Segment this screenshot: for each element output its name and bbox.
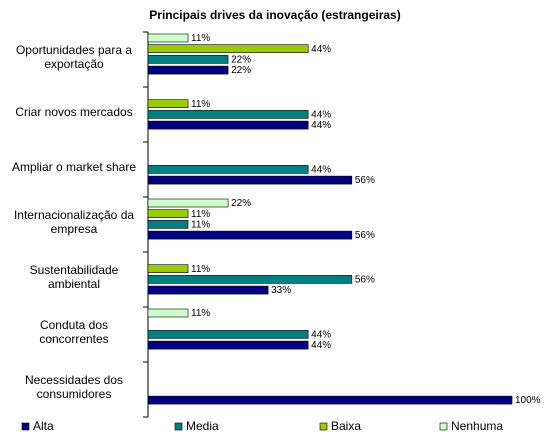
data-label: 56%: [355, 230, 375, 241]
category-label: Ampliar o market share: [11, 159, 137, 174]
bar: [147, 285, 269, 295]
bar: [147, 230, 353, 240]
data-label: 56%: [355, 175, 375, 186]
legend-label: Nenhuma: [451, 419, 503, 433]
bar: [147, 395, 513, 405]
data-label: 44%: [311, 340, 331, 351]
legend-swatch: [174, 422, 183, 431]
bar: [147, 99, 189, 108]
category-label: Oportunidades para a exportação: [15, 42, 133, 71]
data-label: 22%: [231, 65, 251, 76]
bar: [147, 33, 189, 43]
bar: [147, 198, 229, 208]
bar: [147, 264, 189, 274]
data-label: 44%: [311, 165, 331, 176]
category-label: Criar novos mercados: [15, 104, 133, 119]
legend-label: Media: [186, 419, 219, 433]
data-label: 11%: [191, 209, 210, 220]
legend-swatch: [439, 422, 448, 431]
data-label: 100%: [515, 395, 541, 406]
bar: [147, 220, 189, 229]
data-label: 44%: [311, 330, 331, 341]
bar: [147, 44, 309, 54]
bar: [147, 165, 309, 174]
bar: [147, 55, 229, 64]
data-label: 33%: [271, 285, 291, 296]
category-label: Sustentabilidade ambiental: [29, 262, 119, 291]
data-label: 11%: [191, 264, 210, 275]
category-label: Internacionalização da empresa: [13, 207, 135, 236]
data-label: 11%: [191, 99, 210, 110]
data-label: 22%: [231, 198, 251, 209]
data-label: 22%: [231, 55, 251, 66]
bar: [147, 65, 229, 75]
bar: [147, 340, 309, 350]
legend-swatch: [21, 422, 30, 431]
data-label: 11%: [191, 33, 210, 44]
legend-label: Baixa: [331, 419, 361, 433]
bar: [147, 175, 353, 185]
data-label: 44%: [311, 120, 331, 131]
bar: [147, 120, 309, 130]
bar: [147, 308, 189, 318]
bar: [147, 209, 189, 218]
data-label: 11%: [191, 308, 210, 319]
chart-title: Principais drives da inovação (estrangei…: [149, 8, 400, 22]
bar: [147, 330, 309, 339]
data-label: 56%: [355, 275, 375, 286]
data-label: 11%: [191, 220, 210, 231]
bar: [147, 275, 353, 284]
data-label: 44%: [311, 44, 331, 55]
category-label: Conduta dos concorrentes: [39, 317, 109, 346]
legend-swatch: [319, 422, 328, 431]
data-label: 44%: [311, 110, 331, 121]
bar: [147, 110, 309, 119]
category-label: Necessidades dos consumidores: [24, 372, 124, 401]
legend-label: Alta: [33, 419, 54, 433]
